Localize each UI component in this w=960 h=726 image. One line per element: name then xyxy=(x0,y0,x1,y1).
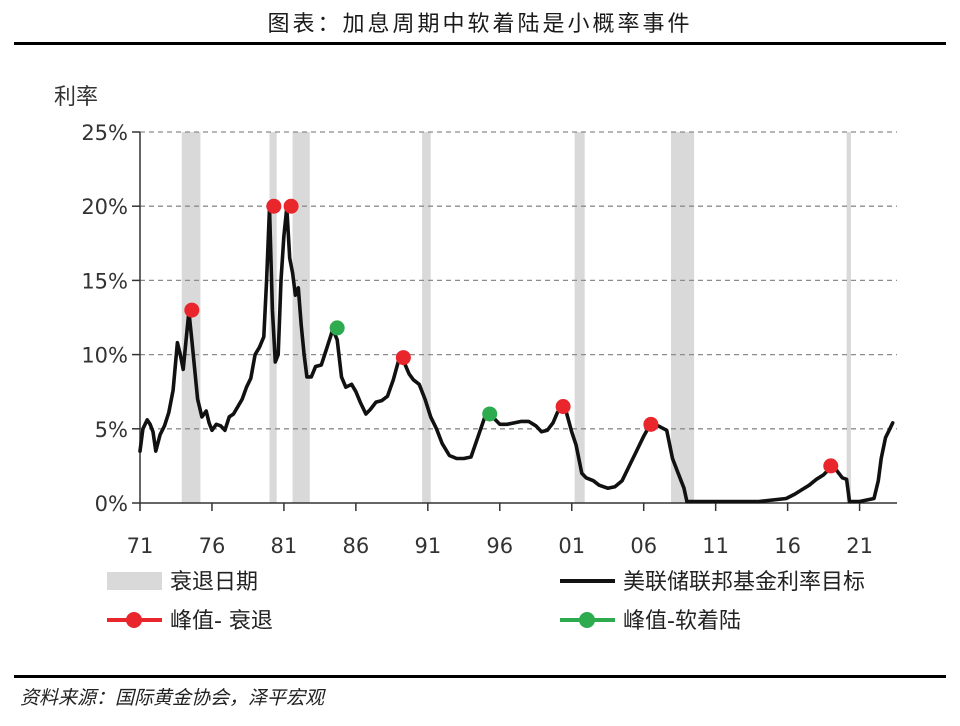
x-tick-label: 76 xyxy=(199,534,226,558)
chart: 0%5%10%15%20%25% 71 76 81 86 91 96 01 06 11 16 21 … xyxy=(54,85,897,634)
y-tick-label: 25% xyxy=(81,121,128,145)
legend-swatch-recession xyxy=(107,572,162,590)
legend-label: 美联储联邦基金利率目标 xyxy=(623,570,865,595)
grid-lines xyxy=(140,131,897,430)
x-tick-label: 01 xyxy=(558,534,585,558)
x-tick-label: 21 xyxy=(846,534,873,558)
peak-markers xyxy=(184,198,839,474)
y-tick-label: 5% xyxy=(95,418,128,442)
legend-label: 峰值-软着陆 xyxy=(623,609,741,634)
recession-band xyxy=(846,132,851,503)
x-tick-label: 06 xyxy=(630,534,657,558)
x-tick-label: 86 xyxy=(343,534,370,558)
y-tick-labels: 0% 5% 10% 15% 20% 25% xyxy=(81,121,128,516)
recession-band xyxy=(574,132,585,503)
peak-recession-marker xyxy=(283,198,299,214)
legend-swatch-dot xyxy=(126,612,142,628)
y-axis-label: 利率 xyxy=(54,85,98,110)
x-tick-label: 71 xyxy=(127,534,154,558)
source-note: 资料来源：国际黄金协会，泽平宏观 xyxy=(20,687,325,709)
legend-label: 峰值- 衰退 xyxy=(170,609,273,634)
axes xyxy=(132,131,897,511)
legend-swatch-dot xyxy=(579,612,595,628)
x-tick-label: 16 xyxy=(774,534,801,558)
recession-band xyxy=(422,132,431,503)
top-rule xyxy=(14,42,946,45)
chart-title: 图表：加息周期中软着陆是小概率事件 xyxy=(267,12,693,37)
recession-bands xyxy=(181,132,851,503)
peak-soft-landing-marker xyxy=(329,320,345,336)
x-tick-label: 11 xyxy=(702,534,729,558)
x-tick-label: 96 xyxy=(486,534,513,558)
y-tick-label: 20% xyxy=(81,195,128,219)
recession-band xyxy=(671,132,695,503)
y-tick-label: 10% xyxy=(81,344,128,368)
peak-soft-landing-marker xyxy=(482,406,498,422)
y-tick-label: 15% xyxy=(81,269,128,293)
x-tick-labels: 71 76 81 86 91 96 01 06 11 16 21 xyxy=(127,534,873,558)
bottom-rule xyxy=(14,675,946,678)
x-tick-label: 91 xyxy=(414,534,441,558)
peak-recession-marker xyxy=(266,198,282,214)
y-tick-label: 0% xyxy=(95,492,128,516)
peak-recession-marker xyxy=(395,350,411,366)
peak-recession-marker xyxy=(823,458,839,474)
x-tick-label: 81 xyxy=(271,534,298,558)
peak-recession-marker xyxy=(643,416,659,432)
peak-recession-marker xyxy=(555,399,571,415)
legend-label: 衰退日期 xyxy=(170,570,258,595)
peak-recession-marker xyxy=(184,302,200,318)
